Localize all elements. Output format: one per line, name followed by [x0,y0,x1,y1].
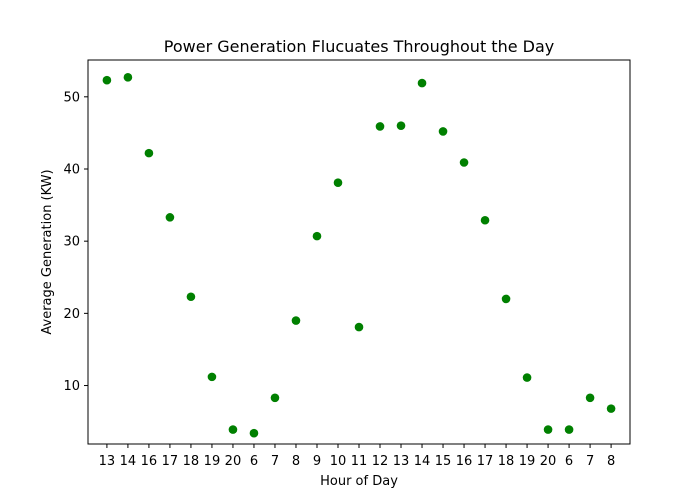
data-point [501,294,511,304]
x-tick-label: 14 [414,454,431,469]
data-point [564,425,574,434]
data-point [354,322,364,332]
y-tick-label: 10 [63,379,80,394]
x-tick-label: 11 [351,454,368,469]
x-tick-label: 14 [120,454,137,469]
x-tick-label: 13 [393,454,410,469]
y-tick-label: 40 [63,162,80,177]
data-point [585,393,595,403]
data-point [438,127,448,136]
data-point [459,158,469,167]
x-tick-label: 8 [607,454,615,469]
plot-frame [87,59,631,445]
data-point [417,78,427,88]
data-point [270,393,280,403]
x-tick-label: 9 [313,454,321,469]
data-point [228,425,238,434]
x-axis-label: Hour of Day [320,474,398,489]
x-tick-label: 8 [292,454,300,469]
data-point [396,121,406,130]
x-tick-label: 20 [540,454,557,469]
plot-area [88,60,630,444]
x-tick-label: 20 [225,454,242,469]
x-tick-label: 6 [565,454,573,469]
data-point [606,404,616,413]
data-point [522,373,532,382]
data-point [291,316,301,325]
x-tick-label: 15 [435,454,452,469]
data-point [102,75,112,85]
y-tick-label: 30 [63,235,80,250]
x-axis-ticks: 13 14 16 17 18 19 20 6 7 8 9 10 11 12 13 14 15 16 17 18 19 20… [99,444,615,469]
data-points [102,73,616,438]
x-tick-label: 6 [250,454,258,469]
x-tick-label: 18 [183,454,200,469]
data-point [480,215,490,225]
x-tick-label: 19 [204,454,221,469]
data-point [123,73,133,82]
y-axis-label: Average Generation (KW) [40,169,55,334]
x-tick-label: 7 [271,454,279,469]
x-tick-label: 13 [99,454,116,469]
data-point [375,122,385,131]
data-point [144,148,154,158]
x-tick-label: 16 [141,454,158,469]
x-tick-label: 10 [330,454,347,469]
data-point [165,213,175,222]
x-tick-label: 16 [456,454,473,469]
y-axis-ticks: 10 20 30 40 50 [63,90,88,394]
data-point [186,292,196,302]
data-point [249,428,259,438]
x-tick-label: 7 [586,454,594,469]
chart-title: Power Generation Flucuates Throughout th… [164,37,554,56]
y-tick-label: 20 [63,307,80,322]
data-point [312,231,322,241]
x-tick-label: 19 [519,454,536,469]
x-tick-label: 17 [477,454,494,469]
x-tick-label: 18 [498,454,515,469]
data-point [333,178,343,188]
y-tick-label: 50 [63,90,80,105]
data-point [207,372,217,382]
x-tick-label: 12 [372,454,389,469]
x-tick-label: 17 [162,454,179,469]
data-point [543,425,553,434]
